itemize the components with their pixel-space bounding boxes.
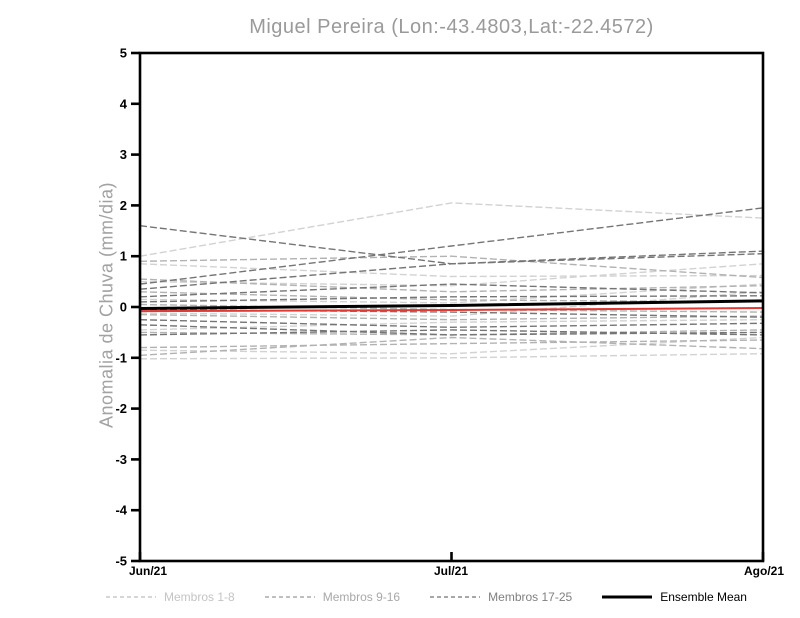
y-tick-label: -4: [115, 503, 127, 518]
highlight-red-line: [139, 307, 764, 313]
y-tick-label: -3: [115, 452, 127, 467]
x-tick-label-jul21: Jul/21: [433, 564, 469, 578]
legend-label: Membros 1-8: [164, 590, 235, 604]
y-tick-label: 0: [120, 300, 127, 315]
member-line-membro-16: [139, 336, 764, 356]
member-line-membro-15: [139, 339, 764, 349]
legend-item-membros-17-25: Membros 17-25: [429, 590, 572, 604]
legend-item-membros-1-8: Membros 1-8: [105, 590, 235, 604]
legend-label: Membros 9-16: [322, 590, 401, 604]
member-line-membro-7: [139, 336, 764, 355]
member-line-membro-19: [139, 250, 764, 290]
y-tick-label: 2: [120, 198, 127, 213]
member-line-membro-9: [139, 255, 764, 279]
x-tick-label-jun21: Jun/21: [128, 564, 168, 578]
y-tick-label: 1: [120, 249, 127, 264]
member-line-membro-20: [139, 283, 764, 298]
y-tick-label: -1: [115, 350, 127, 365]
x-tick-label-ago21: Ago/21: [743, 564, 785, 578]
member-line-membro-21: [139, 295, 764, 303]
member-line-membro-23: [139, 319, 764, 329]
legend-item-membros-9-16: Membros 9-16: [264, 590, 400, 604]
member-line-membro-25: [139, 329, 764, 336]
dashed-line-swatch-icon: [430, 596, 481, 598]
member-line-membro-18: [139, 207, 764, 285]
member-line-membro-13: [139, 313, 764, 321]
member-line-membro-5: [139, 291, 764, 317]
dashed-line-swatch-icon: [264, 596, 315, 598]
member-line-membro-14: [139, 329, 764, 336]
member-line-membro-6: [139, 319, 764, 331]
chart-legend: Membros 1-8 Membros 9-16 Membros 17-25 E…: [105, 590, 747, 604]
member-line-membro-10: [139, 278, 764, 293]
legend-item-ensemble-mean: Ensemble Mean: [601, 590, 747, 604]
member-line-membro-24: [139, 324, 764, 336]
y-tick-label: 4: [120, 96, 128, 111]
legend-label: Membros 17-25: [488, 590, 573, 604]
y-tick-label: 5: [120, 46, 127, 61]
member-line-membro-2: [139, 263, 764, 278]
member-line-membro-1: [139, 202, 764, 257]
ensemble-mean-line: [139, 299, 764, 310]
member-line-membro-8: [139, 353, 764, 360]
solid-line-swatch-icon: [602, 595, 653, 599]
member-line-membro-11: [139, 291, 764, 303]
y-tick-label: -5: [115, 554, 127, 569]
dashed-line-swatch-icon: [106, 596, 156, 598]
y-tick-label: 3: [120, 147, 127, 162]
member-line-membro-17: [139, 225, 764, 265]
chart-title: Miguel Pereira (Lon:-43.4803,Lat:-22.457…: [249, 16, 654, 38]
legend-label: Ensemble Mean: [660, 590, 747, 604]
y-tick-label: -2: [115, 401, 127, 416]
